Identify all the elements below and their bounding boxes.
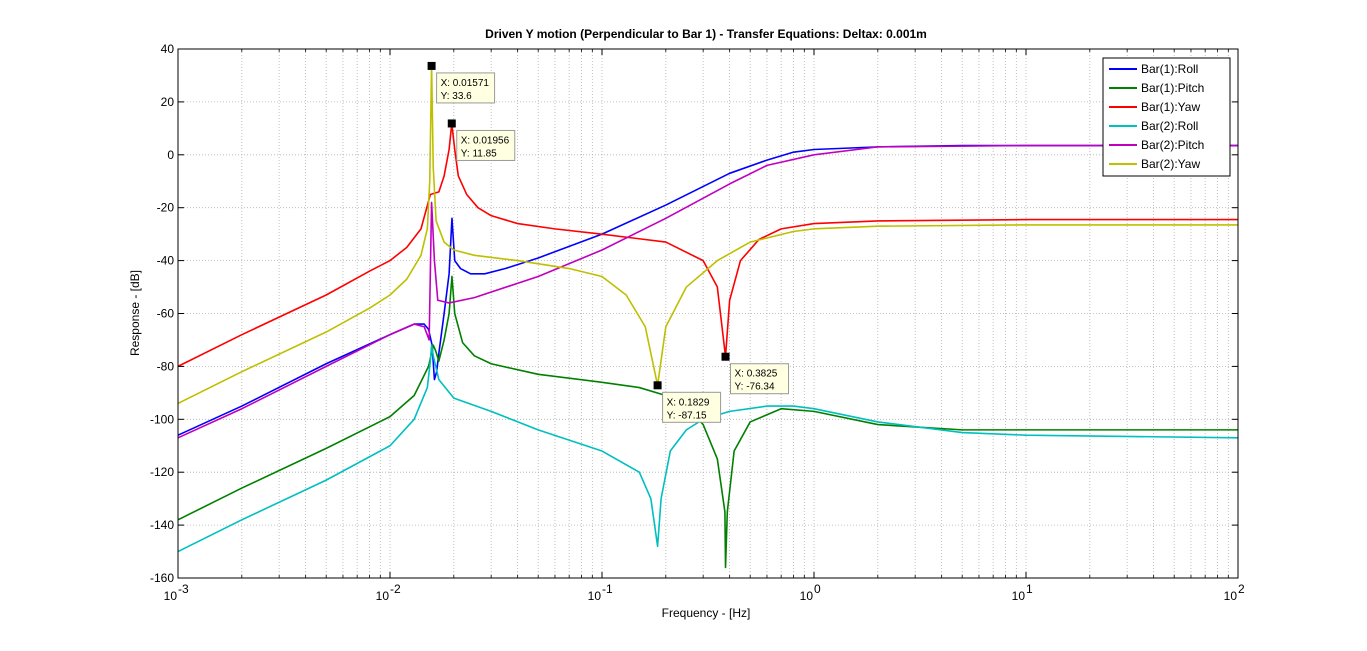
data-tip-y-text: Y: -76.34 [735,382,775,393]
series-line-bar-1-yaw [177,122,1238,368]
x-tick-label-base: 10 [1224,589,1238,603]
data-tip-marker [653,381,662,390]
y-tick-label: -160 [150,571,174,585]
data-tip-marker [447,119,456,128]
legend-label: Bar(2):Pitch [1141,138,1204,152]
x-tick-label: 10 2 [1224,582,1245,603]
chart-title: Driven Y motion (Perpendicular to Bar 1)… [485,27,927,41]
x-tick-label: 10 -2 [376,582,401,603]
y-tick-label: 40 [161,42,175,56]
x-tick-label-exponent: 2 [1238,582,1245,596]
data-tip: X: 0.01956 Y: 11.85 [447,119,516,161]
legend-label: Bar(1):Roll [1141,62,1198,76]
legend-label: Bar(1):Yaw [1141,100,1200,114]
data-tip-y-text: Y: 11.85 [461,148,497,159]
data-tip-box [662,391,722,423]
data-tip-box [436,72,496,104]
y-tick-label: -40 [157,254,175,268]
tick-marks [177,48,1239,579]
data-tip-x-text: X: 0.3825 [735,369,778,380]
tick-labels: 10 -3 10 -2 10 -1 10 0 10 1 10 240200-20-40-60-80-1… [150,42,1245,603]
series-line-bar-1-roll [177,144,1238,436]
legend-label: Bar(2):Roll [1141,119,1198,133]
data-tip-box [730,363,790,395]
data-tip-marker [721,352,730,361]
y-tick-label: 0 [167,148,174,162]
y-axis-label: Response - [dB] [128,270,142,356]
data-tip-x-text: X: 0.01571 [441,78,490,89]
y-tick-label: 20 [161,95,175,109]
x-axis-label: Frequency - [Hz] [662,606,751,620]
data-tip: X: 0.1829 Y: -87.15 [653,381,722,423]
y-tick-label: -20 [157,201,175,215]
data-tip-marker [427,61,436,70]
y-tick-label: -60 [157,307,175,321]
x-tick-label: 10 -1 [588,582,613,603]
x-tick-label: 10 0 [800,582,821,603]
x-tick-label-base: 10 [1012,589,1026,603]
legend-label: Bar(2):Yaw [1141,157,1200,171]
legend-label: Bar(1):Pitch [1141,81,1204,95]
x-tick-label-base: 10 [376,589,390,603]
x-tick-label-base: 10 [164,589,178,603]
series-line-bar-2-pitch [177,144,1238,439]
x-tick-label-exponent: 1 [1026,582,1033,596]
x-tick-label-exponent: -2 [390,582,401,596]
data-tip-y-text: Y: -87.15 [667,410,707,421]
x-tick-label-exponent: -3 [178,582,189,596]
x-tick-label: 10 -3 [164,582,189,603]
x-tick-label-base: 10 [800,589,814,603]
legend-box [1102,57,1231,177]
series-layer [177,65,1239,569]
data-tip-x-text: X: 0.01956 [461,135,510,146]
x-tick-label: 10 1 [1012,582,1033,603]
data-tip: X: 0.3825 Y: -76.34 [721,352,790,395]
series-line-bar-2-yaw [177,65,1238,405]
data-tip: X: 0.01571 Y: 33.6 [427,61,496,104]
data-tip-x-text: X: 0.1829 [667,397,710,408]
data-tip-y-text: Y: 33.6 [441,91,473,102]
x-tick-label-base: 10 [588,589,602,603]
y-tick-label: -100 [150,412,174,426]
y-tick-label: -140 [150,518,174,532]
x-tick-label-exponent: 0 [814,582,821,596]
y-tick-label: -120 [150,465,174,479]
series-line-bar-2-roll [177,344,1239,553]
y-tick-label: -80 [157,359,175,373]
data-tip-box [456,129,516,161]
grid [177,48,1239,579]
legend: Bar(1):Roll Bar(1):Pitch Bar(1):Yaw Bar(2):… [1102,57,1231,177]
plot-area [178,49,1238,578]
x-tick-label-exponent: -1 [602,582,613,596]
